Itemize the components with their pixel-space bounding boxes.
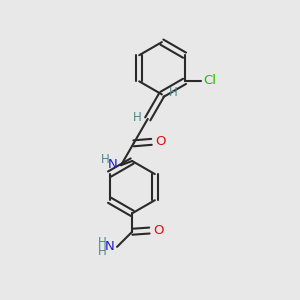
Text: H: H bbox=[98, 236, 106, 249]
Text: N: N bbox=[105, 240, 115, 254]
Text: H: H bbox=[100, 153, 109, 167]
Text: N: N bbox=[108, 158, 118, 170]
Text: Cl: Cl bbox=[204, 74, 217, 87]
Text: H: H bbox=[169, 85, 178, 98]
Text: O: O bbox=[156, 135, 166, 148]
Text: O: O bbox=[154, 224, 164, 237]
Text: H: H bbox=[98, 245, 106, 258]
Text: H: H bbox=[133, 111, 141, 124]
